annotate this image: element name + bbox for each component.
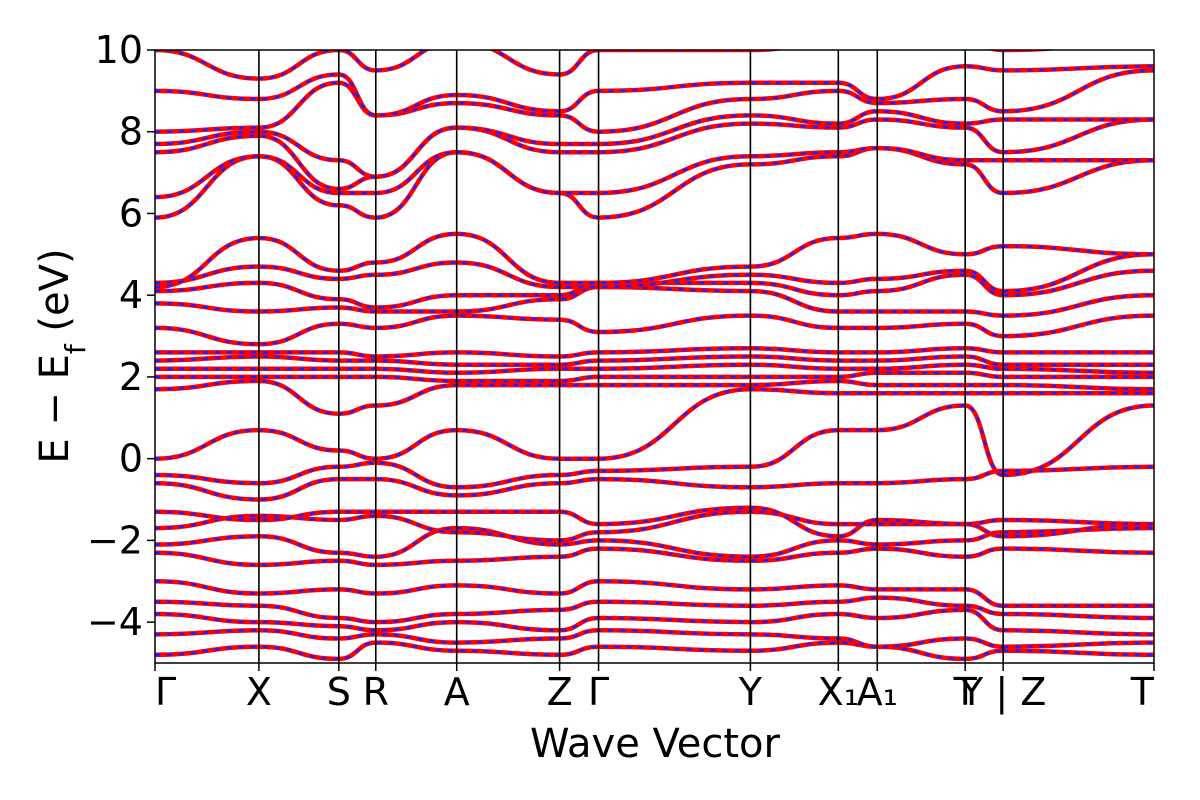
band-21-seg-0-dash (155, 232, 1004, 289)
band-2-seg-1-dash (1003, 629, 1154, 636)
x-tick-label: R (363, 670, 389, 714)
band-21-seg-1-dash (1003, 244, 1154, 256)
band-10-seg-1-dash (1003, 404, 1154, 477)
band-28-seg-0-dash (155, 50, 1004, 80)
band-12-seg-1-dash (1003, 383, 1154, 391)
band-1-seg-1-dash (1003, 641, 1154, 648)
y-tick-label: 4 (119, 273, 143, 317)
y-tick-label: −4 (87, 600, 143, 644)
band-22-seg-0-dash (155, 146, 1004, 219)
band-24-seg-0-dash (155, 118, 1004, 191)
y-tick-label: 6 (119, 191, 143, 235)
plot-frame (154, 49, 1155, 664)
y-tick-label: −2 (87, 518, 143, 562)
x-tick-label: Γ (155, 670, 176, 714)
band-5-seg-0-line (155, 546, 1004, 568)
y-tick-label: 8 (119, 110, 143, 154)
band-2-seg-0-line (155, 607, 1004, 633)
band-9-seg-1-dash (1003, 465, 1154, 473)
band-18-seg-0-dash (155, 285, 1004, 317)
x-tick-label: A₁ (857, 670, 898, 714)
band-5-seg-1-dash (1003, 547, 1154, 554)
x-tick-label: X (246, 670, 272, 714)
x-tick-label: S (327, 670, 351, 714)
band-8-seg-0-line (155, 505, 1004, 539)
x-axis-label: Wave Vector (530, 721, 781, 767)
y-axis: −4 −2 0 2 4 6 8 10 (87, 28, 155, 644)
band-28-seg-1-line (1003, 50, 1061, 53)
band-6-seg-0-dash (155, 526, 1004, 558)
y-tick-label: 2 (119, 355, 143, 399)
band-22-seg-1-line (1003, 158, 1154, 196)
x-tick-label: Γ (588, 670, 609, 714)
x-tick-label: T (1130, 670, 1155, 714)
y-tick-label: 10 (95, 28, 143, 72)
band-23-seg-0-line (155, 145, 1004, 200)
band-4-seg-0-line (155, 579, 1004, 609)
band-11-seg-0-dash (155, 387, 1004, 460)
y-axis-label: E − Ef (eV) (32, 248, 92, 463)
band-17-seg-0-line (155, 313, 1004, 347)
band-28-seg-1-dash (1003, 50, 1048, 52)
band-1-seg-0-dash (155, 629, 1004, 648)
x-tick-label: Y | Z (959, 670, 1046, 715)
band-22-seg-0-line (155, 145, 1004, 220)
x-tick-label: X₁ (818, 670, 859, 714)
band-5-seg-0-dash (155, 547, 1004, 567)
band-3-seg-1-dash (1003, 612, 1154, 620)
band-27-seg-1-dash (1003, 65, 1154, 72)
x-tick-label: A (444, 670, 470, 714)
band-11-seg-0-line (155, 386, 1004, 461)
x-tick-label: T (953, 670, 978, 714)
band-10-seg-0-dash (155, 404, 1004, 489)
band-3-seg-0-dash (155, 596, 1004, 624)
kpoint-lines-layer (258, 50, 1004, 663)
band-23-seg-0-dash (155, 146, 1004, 199)
band-0-seg-1-dash (1003, 649, 1154, 657)
x-tick-label: Z (547, 670, 573, 714)
band-24-seg-0-line (155, 117, 1004, 192)
band-24-seg-1-line (1003, 117, 1154, 155)
band-17-seg-1-dash (1003, 314, 1154, 338)
band-26-seg-0-dash (155, 81, 1004, 133)
band-26-seg-1-line (1003, 68, 1154, 114)
band-26-seg-1-dash (1003, 69, 1154, 113)
band-18-seg-1-dash (1003, 293, 1154, 317)
band-8-seg-1-dash (1003, 518, 1154, 526)
band-7-seg-1-dash (1003, 522, 1154, 538)
band-19-seg-1-dash (1003, 269, 1154, 297)
band-1-seg-0-line (155, 628, 1004, 649)
band-2-seg-0-dash (155, 608, 1004, 632)
x-tick-label: Y (738, 670, 763, 714)
band-10-seg-0-line (155, 403, 1004, 490)
bands-layer (155, 50, 1154, 662)
y-tick-label: 0 (119, 437, 143, 481)
band-14-seg-1-dash (1003, 367, 1154, 375)
